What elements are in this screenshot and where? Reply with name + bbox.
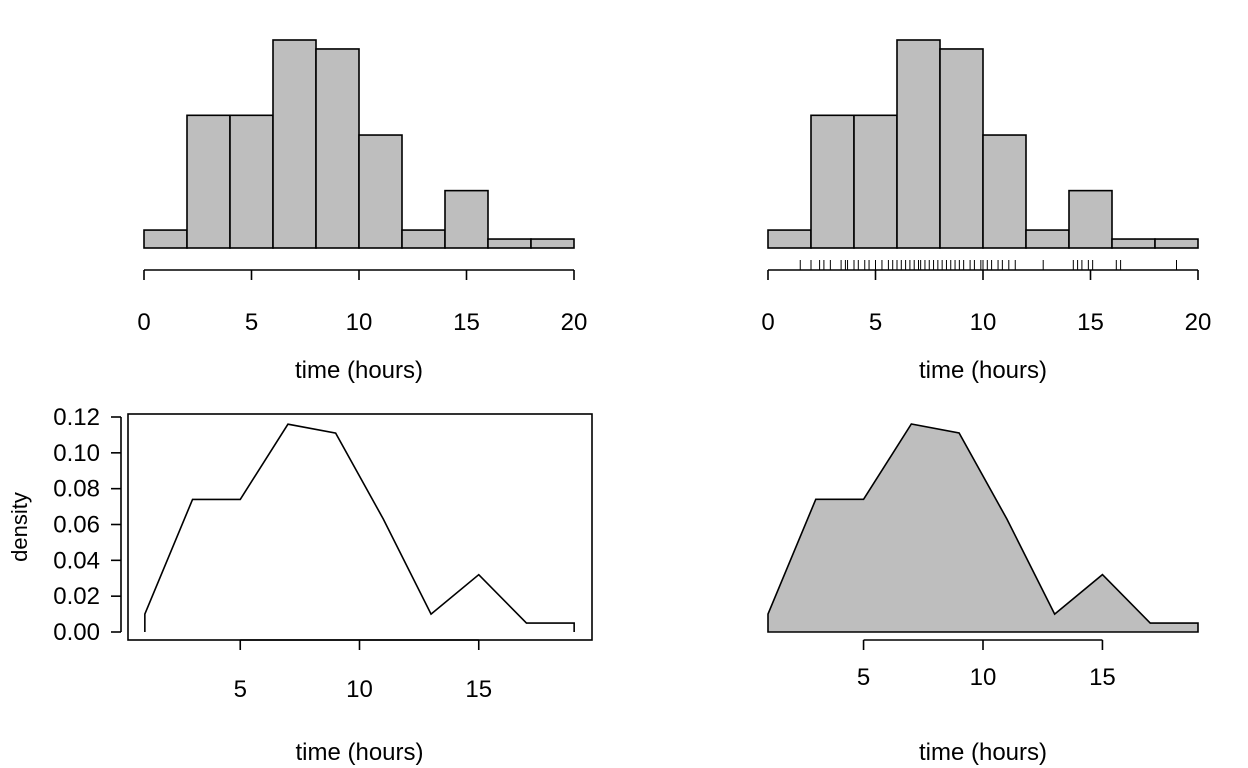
x-axis: 0 5 10 15 20 [761, 269, 1212, 336]
x-tick-label: 0 [137, 309, 150, 336]
histogram-bar [358, 134, 403, 249]
histogram-bar [229, 114, 274, 249]
x-tick-label: 15 [1089, 664, 1116, 691]
x-tick-label: 10 [346, 676, 373, 703]
x-tick-label: 10 [970, 664, 997, 691]
y-tick-label: 0.02 [53, 583, 100, 610]
x-axis: 5 10 15 [857, 639, 1116, 691]
y-tick-label: 0.04 [53, 547, 100, 574]
y-tick-label: 0.10 [53, 440, 100, 467]
histogram-bar [1025, 229, 1070, 249]
chart-panel-bottom-left: 5 10 15 time (hours) 0.00 0.02 0.04 0.06 0.08 0.1… [7, 404, 593, 766]
y-tick-label: 0.06 [53, 512, 100, 539]
x-axis-label: time (hours) [919, 357, 1047, 384]
rug-marks [799, 260, 1177, 270]
x-axis-label: time (hours) [919, 739, 1047, 766]
histogram-bar [1111, 238, 1156, 249]
x-tick-label: 0 [761, 309, 774, 336]
histogram-bar [767, 229, 812, 249]
histogram-bar [1154, 238, 1199, 249]
y-tick-label: 0.12 [53, 404, 100, 431]
y-axis: 0.00 0.02 0.04 0.06 0.08 0.10 0.12 [53, 404, 122, 646]
x-axis: 0 5 10 15 20 [137, 269, 588, 336]
histogram-bar [272, 39, 317, 249]
x-axis: 5 10 15 [234, 639, 492, 703]
plot-box [127, 413, 593, 641]
x-tick-label: 20 [1185, 309, 1212, 336]
x-tick-label: 5 [857, 664, 870, 691]
y-tick-label: 0.08 [53, 476, 100, 503]
chart-panel-bottom-right: 5 10 15 time (hours) [767, 423, 1199, 766]
density-area [767, 423, 1199, 633]
x-tick-label: 15 [453, 309, 480, 336]
y-tick-label: 0.00 [53, 619, 100, 646]
histogram-bar [530, 238, 575, 249]
density-line [144, 423, 575, 632]
histogram-bar [1068, 189, 1113, 249]
x-tick-label: 5 [869, 309, 882, 336]
x-tick-label: 5 [245, 309, 258, 336]
histogram-bar [401, 229, 446, 249]
histogram-bar [315, 48, 360, 249]
histogram-bar [186, 114, 231, 249]
histogram-bar [487, 238, 532, 249]
histogram-bar [143, 229, 188, 249]
x-tick-label: 15 [465, 676, 492, 703]
histogram-bar [810, 114, 855, 249]
chart-panel-top-right: 0 5 10 15 20 time (hours) [761, 39, 1212, 384]
histogram-bar [982, 134, 1027, 249]
x-axis-label: time (hours) [295, 739, 423, 766]
y-axis-label: density [7, 492, 32, 562]
x-tick-label: 10 [346, 309, 373, 336]
x-tick-label: 5 [234, 676, 247, 703]
x-tick-label: 15 [1077, 309, 1104, 336]
histogram-bar [896, 39, 941, 249]
histogram-bar [853, 114, 898, 249]
x-tick-label: 20 [561, 309, 588, 336]
histogram-bar [939, 48, 984, 249]
histogram-bar [444, 189, 489, 249]
chart-panel-top-left: 0 5 10 15 20 time (hours) [137, 39, 588, 384]
x-tick-label: 10 [970, 309, 997, 336]
x-axis-label: time (hours) [295, 357, 423, 384]
